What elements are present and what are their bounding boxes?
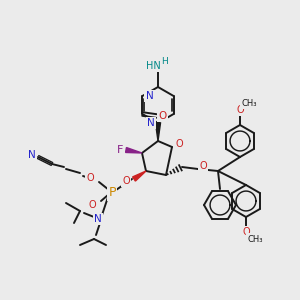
Text: N: N <box>94 214 102 224</box>
Text: F: F <box>117 145 123 155</box>
Text: N: N <box>146 91 153 101</box>
Polygon shape <box>155 123 160 141</box>
Text: N: N <box>28 150 36 160</box>
Polygon shape <box>125 148 142 153</box>
Text: O: O <box>175 139 183 149</box>
Text: O: O <box>236 105 244 115</box>
Polygon shape <box>133 171 146 181</box>
Text: CH₃: CH₃ <box>247 235 263 244</box>
Text: HN: HN <box>146 61 160 71</box>
Text: O: O <box>199 161 207 171</box>
Text: O: O <box>86 173 94 183</box>
Text: O: O <box>88 200 96 210</box>
Text: O: O <box>158 111 166 121</box>
Text: O: O <box>122 176 130 186</box>
Text: CH₃: CH₃ <box>241 98 257 107</box>
Text: O: O <box>242 227 250 237</box>
Text: H: H <box>162 58 168 67</box>
Text: P: P <box>108 187 116 200</box>
Text: N: N <box>147 118 155 128</box>
